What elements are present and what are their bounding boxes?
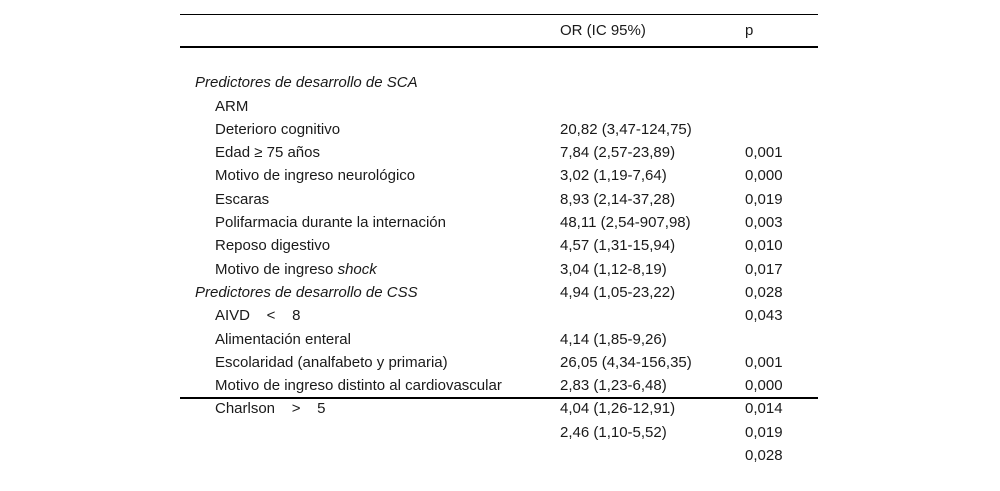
row-p-value: 0,000 [745, 377, 783, 395]
row-label: Edad ≥ 75 años [215, 141, 320, 164]
table-row: Deterioro cognitivo 7,84 (2,57-23,89) 0,… [180, 95, 818, 185]
row-or-value: 20,82 (3,47-124,75) [560, 120, 692, 138]
column-header-p: p [745, 22, 754, 39]
table-header-row: OR (IC 95%) p [180, 15, 818, 46]
row-p-value: 0,003 [745, 214, 783, 232]
row-p-value: 0,019 [745, 190, 783, 208]
row-p-value: 0,028 [745, 283, 783, 301]
table-row: Predictores de desarrollo de CSS [180, 258, 818, 301]
row-label-text: Predictores de desarrollo de CSS [195, 283, 418, 301]
row-label: AIVD < 8 [215, 304, 300, 327]
table-row: Charlson > 5 2,46 (1,10-5,52) 0,028 [180, 374, 818, 464]
row-or-value: 8,93 (2,14-37,28) [560, 190, 676, 208]
table-row: Motivo de ingreso neurológico 8,93 (2,14… [180, 141, 818, 231]
row-label: Charlson > 5 [215, 397, 325, 420]
row-label-text: Escolaridad (analfabeto y primaria) [215, 353, 448, 371]
row-p-value: 0,017 [745, 260, 783, 278]
table-row: Escaras 48,11 (2,54-907,98) 0,010 [180, 164, 818, 255]
row-label: Predictores de desarrollo de SCA [195, 71, 418, 94]
row-or-value: 26,05 (4,34-156,35) [560, 353, 692, 371]
row-p-value: 0,001 [745, 353, 783, 371]
row-p-value: 0,000 [745, 167, 783, 185]
table-row: Escolaridad (analfabeto y primaria) 2,83… [180, 328, 818, 418]
row-or-value: 4,04 (1,26-12,91) [560, 400, 676, 418]
row-p-value: 0,001 [745, 144, 783, 162]
row-label-text: Polifarmacia durante la internación [215, 214, 446, 232]
row-label-text: Deterioro cognitivo [215, 120, 341, 138]
table-header-rule [180, 46, 818, 48]
row-label: Deterioro cognitivo [215, 118, 340, 141]
row-or-value: 4,14 (1,85-9,26) [560, 330, 667, 348]
row-label: Motivo de ingreso shock [215, 258, 377, 281]
row-or-value: 4,94 (1,05-23,22) [560, 283, 676, 301]
table-row: Motivo de ingreso shock 4,94 (1,05-23,22… [180, 234, 818, 325]
column-header-or: OR (IC 95%) [560, 22, 646, 39]
row-label-text: AIVD < 8 [215, 307, 301, 325]
row-p-value: 0,043 [745, 307, 783, 325]
row-p-value: 0,010 [745, 237, 783, 255]
row-label-text: Predictores de desarrollo de SCA [195, 74, 418, 92]
row-label: Escolaridad (analfabeto y primaria) [215, 351, 448, 374]
table-row: ARM 20,82 (3,47-124,75) 0,001 [180, 71, 818, 162]
row-p-value: 0,028 [745, 447, 783, 465]
row-label-text: Motivo de ingreso distinto al cardiovasc… [215, 377, 502, 395]
table-row: Alimentación enteral 26,05 (4,34-156,35)… [180, 304, 818, 395]
row-or-value: 3,04 (1,12-8,19) [560, 260, 667, 278]
table-row: Predictores de desarrollo de SCA [180, 48, 818, 91]
table-row: AIVD < 8 4,14 (1,85-9,26) 0,001 [180, 281, 818, 371]
row-label-italic-text: shock [337, 260, 377, 278]
table-body: Predictores de desarrollo de SCA ARM 20,… [180, 48, 818, 464]
table-bottom-rule [180, 397, 818, 400]
row-label-text: Escaras [215, 190, 270, 208]
row-label-text: Reposo digestivo [215, 237, 331, 255]
row-label-text: Alimentación enteral [215, 330, 351, 348]
row-or-value: 2,83 (1,23-6,48) [560, 377, 667, 395]
row-label: Alimentación enteral [215, 328, 351, 351]
table-row: Polifarmacia durante la internación 4,57… [180, 188, 818, 278]
row-label: ARM [215, 95, 248, 118]
row-or-value: 2,46 (1,10-5,52) [560, 423, 667, 441]
row-label-text: Motivo de ingreso [215, 260, 338, 278]
row-label: Motivo de ingreso neurológico [215, 164, 415, 187]
row-label-text: Edad ≥ 75 años [215, 144, 320, 162]
row-label-text: Charlson > 5 [215, 400, 326, 418]
row-label: Reposo digestivo [215, 234, 330, 257]
row-label: Escaras [215, 188, 269, 211]
row-label: Polifarmacia durante la internación [215, 211, 446, 234]
table-row: Reposo digestivo 3,04 (1,12-8,19) 0,028 [180, 211, 818, 301]
row-p-value: 0,019 [745, 423, 783, 441]
row-label-text: ARM [215, 97, 249, 115]
table-top-rule [180, 14, 818, 15]
row-p-value: 0,014 [745, 400, 783, 418]
row-or-value: 7,84 (2,57-23,89) [560, 144, 676, 162]
results-table: OR (IC 95%) p Predictores de desarrollo … [180, 14, 818, 464]
row-or-value: 48,11 (2,54-907,98) [560, 214, 691, 232]
row-label: Motivo de ingreso distinto al cardiovasc… [215, 374, 502, 397]
row-label: Predictores de desarrollo de CSS [195, 281, 418, 304]
row-label-text: Motivo de ingreso neurológico [215, 167, 416, 185]
table-row: Motivo de ingreso distinto al cardiovasc… [180, 351, 818, 441]
table-row: Edad ≥ 75 años 3,02 (1,19-7,64) 0,019 [180, 118, 818, 208]
row-or-value: 4,57 (1,31-15,94) [560, 237, 676, 255]
row-or-value: 3,02 (1,19-7,64) [560, 167, 667, 185]
